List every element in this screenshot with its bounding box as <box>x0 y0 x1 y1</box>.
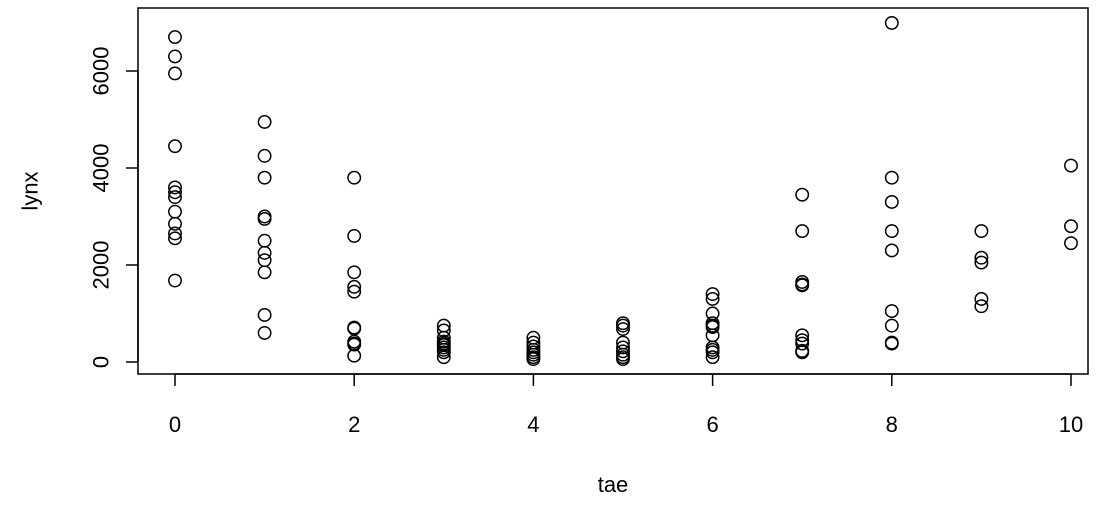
data-point <box>884 336 899 351</box>
data-point <box>795 345 810 360</box>
data-point <box>168 30 182 44</box>
data-point <box>257 245 272 260</box>
data-point <box>705 320 720 335</box>
data-point <box>257 148 272 163</box>
data-point <box>347 337 362 352</box>
y-axis: 0 2000 4000 6000 <box>89 47 139 368</box>
data-point <box>347 228 362 243</box>
data-point <box>884 170 899 185</box>
data-point <box>168 204 182 219</box>
plot-border <box>137 7 1089 375</box>
data-point <box>436 345 451 360</box>
x-tick-label: 8 <box>886 412 898 437</box>
data-point <box>974 224 989 239</box>
data-point <box>795 278 810 293</box>
data-point <box>168 180 182 195</box>
data-point <box>347 279 362 294</box>
data-point <box>616 344 630 359</box>
data-points <box>168 15 1078 367</box>
data-point <box>168 216 182 231</box>
data-point <box>347 284 362 299</box>
data-point <box>168 190 182 205</box>
y-axis-title: lynx <box>18 171 43 210</box>
data-point <box>795 328 810 343</box>
x-tick-label: 2 <box>348 412 360 437</box>
data-point <box>974 255 989 270</box>
data-point <box>795 187 810 202</box>
data-point <box>795 336 810 351</box>
data-point <box>884 15 899 30</box>
data-point <box>347 170 362 185</box>
data-point <box>705 287 720 302</box>
y-tick-label: 2000 <box>89 241 114 290</box>
data-point <box>616 322 630 336</box>
data-point <box>884 304 899 319</box>
data-point <box>884 224 899 239</box>
data-point <box>795 224 810 239</box>
data-point <box>168 49 182 64</box>
data-point <box>257 211 272 226</box>
data-point <box>1064 158 1078 173</box>
data-point <box>705 350 720 365</box>
data-point <box>168 226 182 241</box>
y-tick-label: 6000 <box>89 47 114 96</box>
data-point <box>257 308 272 322</box>
data-point <box>884 243 899 258</box>
data-point <box>436 350 451 365</box>
data-point <box>705 345 720 360</box>
data-point <box>1064 219 1078 234</box>
plot-frame <box>137 7 1089 375</box>
data-point <box>257 114 272 129</box>
data-point <box>526 352 541 367</box>
data-point <box>616 318 630 333</box>
x-tick-label: 6 <box>706 412 718 437</box>
data-point <box>974 292 989 306</box>
data-point <box>168 273 182 288</box>
data-point <box>347 321 362 336</box>
y-tick-label: 0 <box>89 356 114 368</box>
x-tick-label: 0 <box>169 412 181 437</box>
data-point <box>974 250 989 265</box>
data-point <box>257 325 272 340</box>
data-point <box>705 292 720 306</box>
data-point <box>974 299 989 314</box>
data-point <box>705 328 720 343</box>
x-axis-title: tae <box>598 472 629 497</box>
data-point <box>884 318 899 333</box>
data-point <box>257 170 272 185</box>
data-point <box>616 352 630 367</box>
data-point <box>616 340 630 355</box>
y-tick-label: 4000 <box>89 144 114 193</box>
data-point <box>1064 236 1078 251</box>
data-point <box>884 195 899 209</box>
data-point <box>168 185 182 200</box>
data-point <box>257 253 272 268</box>
data-point <box>168 231 182 246</box>
data-point <box>257 233 272 248</box>
data-point <box>347 265 362 280</box>
data-point <box>168 66 182 81</box>
data-point <box>168 139 182 154</box>
x-tick-label: 4 <box>527 412 539 437</box>
x-tick-label: 10 <box>1059 412 1083 437</box>
data-point <box>347 348 362 363</box>
x-axis: 0 2 4 6 8 10 <box>169 373 1083 437</box>
data-point <box>257 265 272 280</box>
